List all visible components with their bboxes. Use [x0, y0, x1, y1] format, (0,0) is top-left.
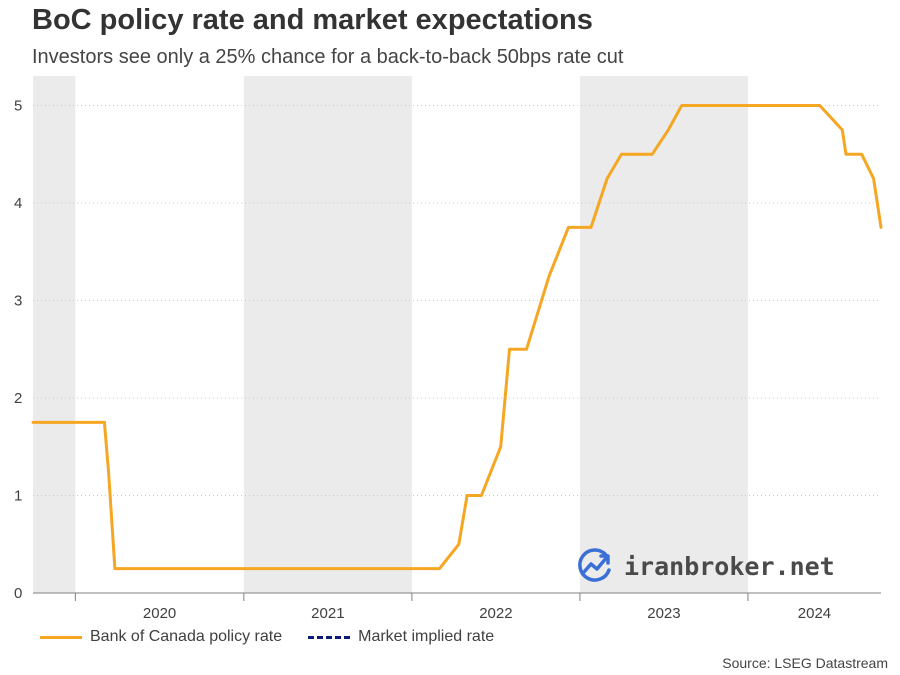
legend-swatch-policy-rate — [40, 635, 82, 639]
y-tick-label: 2 — [14, 390, 22, 407]
gridlines — [33, 105, 881, 496]
year-shading — [33, 76, 748, 593]
watermark-text: iranbroker.net — [624, 551, 835, 581]
y-tick-label: 4 — [14, 195, 22, 212]
x-tick-label: 2024 — [798, 605, 831, 622]
y-tick-label: 1 — [14, 488, 22, 505]
legend-label-market-implied: Market implied rate — [358, 628, 495, 645]
chart-title: BoC policy rate and market expectations — [32, 4, 593, 36]
y-tick-label: 3 — [14, 293, 22, 310]
series-line-0 — [31, 104, 883, 571]
source-note: Source: LSEG Datastream — [722, 655, 888, 671]
legend-swatch-market-implied — [308, 635, 351, 639]
shade-band-2023 — [579, 76, 748, 593]
y-tick-label: 0 — [14, 585, 22, 602]
y-axis: 0 1 2 3 4 5 — [14, 98, 22, 603]
legend-item-market-implied[interactable]: Market implied rate — [308, 628, 494, 646]
x-tick-label: 2023 — [647, 605, 680, 622]
legend-item-policy-rate[interactable]: Bank of Canada policy rate — [40, 628, 282, 646]
series-layer — [31, 104, 883, 571]
chart-subtitle: Investors see only a 25% chance for a ba… — [32, 46, 624, 68]
x-tick-label: 2022 — [479, 605, 512, 622]
watermark: iranbroker.net — [576, 548, 835, 584]
x-tick-label: 2020 — [143, 605, 176, 622]
shade-band-2019 — [33, 76, 76, 593]
y-tick-label: 5 — [14, 98, 22, 115]
x-tick-label: 2021 — [311, 605, 344, 622]
x-axis: 2020 2021 2022 2023 2024 — [33, 592, 881, 622]
shade-band-2021 — [243, 76, 412, 593]
legend-label-policy-rate: Bank of Canada policy rate — [90, 628, 283, 645]
legend: Bank of Canada policy rate Market implie… — [40, 628, 494, 646]
chart-trend-icon — [578, 548, 611, 582]
